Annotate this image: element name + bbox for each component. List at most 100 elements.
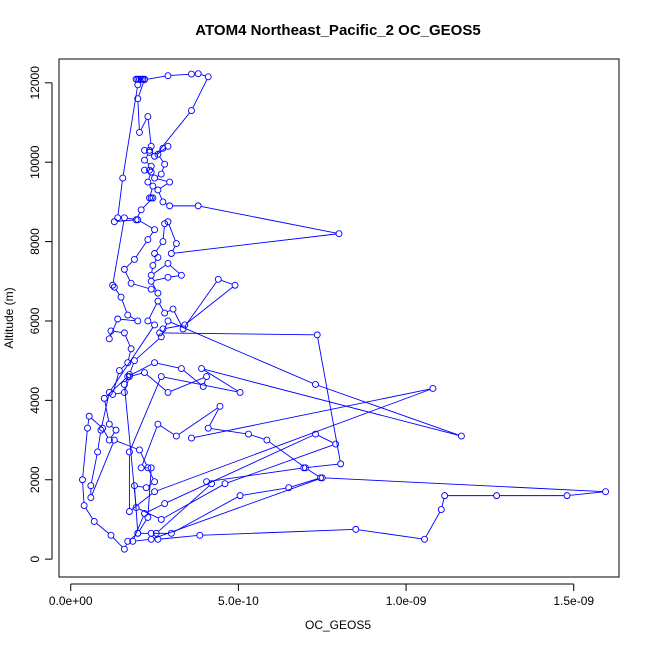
- data-point: [119, 174, 127, 182]
- data-point: [263, 436, 271, 444]
- series-segment: [202, 529, 353, 536]
- series-segment: [318, 385, 459, 436]
- data-point: [188, 107, 195, 115]
- data-point: [146, 166, 153, 174]
- series-segment: [194, 388, 431, 438]
- series-segment: [110, 432, 115, 438]
- series-segment: [160, 425, 175, 435]
- series-segment: [148, 303, 157, 319]
- series-segment: [203, 379, 207, 384]
- series-segment: [140, 220, 153, 229]
- series-segment: [156, 112, 190, 155]
- data-point: [114, 315, 122, 323]
- series-segment: [120, 318, 135, 322]
- series-segment: [204, 368, 459, 436]
- series-segment: [112, 220, 125, 283]
- series-segment: [91, 442, 114, 496]
- series-segment: [173, 311, 183, 327]
- data-point: [147, 285, 155, 293]
- data-point: [115, 367, 123, 375]
- data-point: [154, 254, 162, 261]
- data-point: [151, 174, 159, 182]
- data-point: [110, 283, 118, 291]
- data-point: [164, 259, 172, 267]
- series-segment: [159, 303, 164, 311]
- data-point: [194, 202, 202, 210]
- series-segment: [91, 417, 101, 427]
- series-segment: [169, 265, 180, 274]
- data-point: [166, 202, 174, 210]
- data-point: [457, 432, 465, 440]
- x-tick-label: 1.0e-09: [386, 594, 427, 608]
- data-point: [204, 424, 212, 432]
- data-point: [149, 194, 157, 202]
- data-point: [120, 265, 128, 273]
- series-segment: [96, 522, 109, 534]
- series-segment: [133, 283, 149, 289]
- series-segment: [441, 498, 445, 507]
- data-point: [188, 70, 195, 78]
- data-point: [109, 281, 117, 289]
- x-axis: 0.0e+00 5.0e-10 1.0e-09 1.5e-09: [49, 583, 594, 608]
- y-axis-label: Altitude (m): [2, 287, 16, 348]
- data-point: [142, 484, 150, 492]
- series-segment: [170, 377, 204, 392]
- series-segment: [162, 226, 165, 239]
- data-point: [437, 506, 445, 513]
- series-segment: [101, 395, 110, 428]
- series-segment: [82, 431, 88, 477]
- series-segment: [135, 539, 149, 542]
- data-point: [216, 402, 224, 410]
- series-segment: [209, 408, 219, 426]
- series-segment: [242, 487, 286, 496]
- series-segment: [159, 156, 164, 162]
- data-point: [221, 480, 229, 488]
- series-segment: [307, 469, 319, 477]
- data-point: [312, 381, 319, 388]
- series-segment: [200, 74, 206, 77]
- data-point: [147, 535, 155, 543]
- series-segment: [161, 166, 165, 172]
- data-point: [181, 321, 189, 329]
- series-segment: [146, 161, 150, 165]
- data-point: [151, 488, 159, 496]
- series-segment: [163, 484, 223, 519]
- data-point: [208, 480, 216, 488]
- data-point: [134, 81, 142, 89]
- series-segment: [152, 283, 157, 291]
- series-segment: [251, 434, 265, 440]
- data-point: [159, 198, 167, 206]
- series-layer: [79, 70, 610, 553]
- data-point: [154, 150, 162, 158]
- data-point: [114, 214, 122, 222]
- x-tick-label: 0.0e+00: [49, 594, 93, 608]
- data-point: [105, 436, 113, 444]
- series-segment: [201, 206, 337, 234]
- data-point: [493, 492, 501, 500]
- series-segment: [145, 154, 149, 158]
- data-point: [161, 160, 169, 168]
- series-segment: [209, 467, 301, 482]
- data-point: [147, 168, 155, 176]
- data-point: [144, 236, 152, 244]
- data-point: [130, 357, 138, 365]
- data-point: [87, 482, 95, 490]
- series-segment: [157, 389, 431, 492]
- data-point: [144, 317, 152, 325]
- data-point: [124, 311, 132, 319]
- data-point: [141, 510, 148, 517]
- x-tick-label: 5.0e-10: [218, 594, 259, 608]
- data-point: [154, 420, 162, 428]
- data-point: [164, 72, 172, 80]
- series-segment: [117, 181, 123, 215]
- series-segment: [116, 440, 137, 450]
- series-segment: [146, 374, 166, 391]
- data-point: [167, 529, 175, 537]
- series-segment: [149, 231, 154, 238]
- series-segment: [170, 321, 313, 384]
- data-point: [157, 333, 165, 341]
- series-segment: [160, 183, 168, 189]
- data-point: [137, 206, 145, 214]
- data-point: [124, 537, 132, 545]
